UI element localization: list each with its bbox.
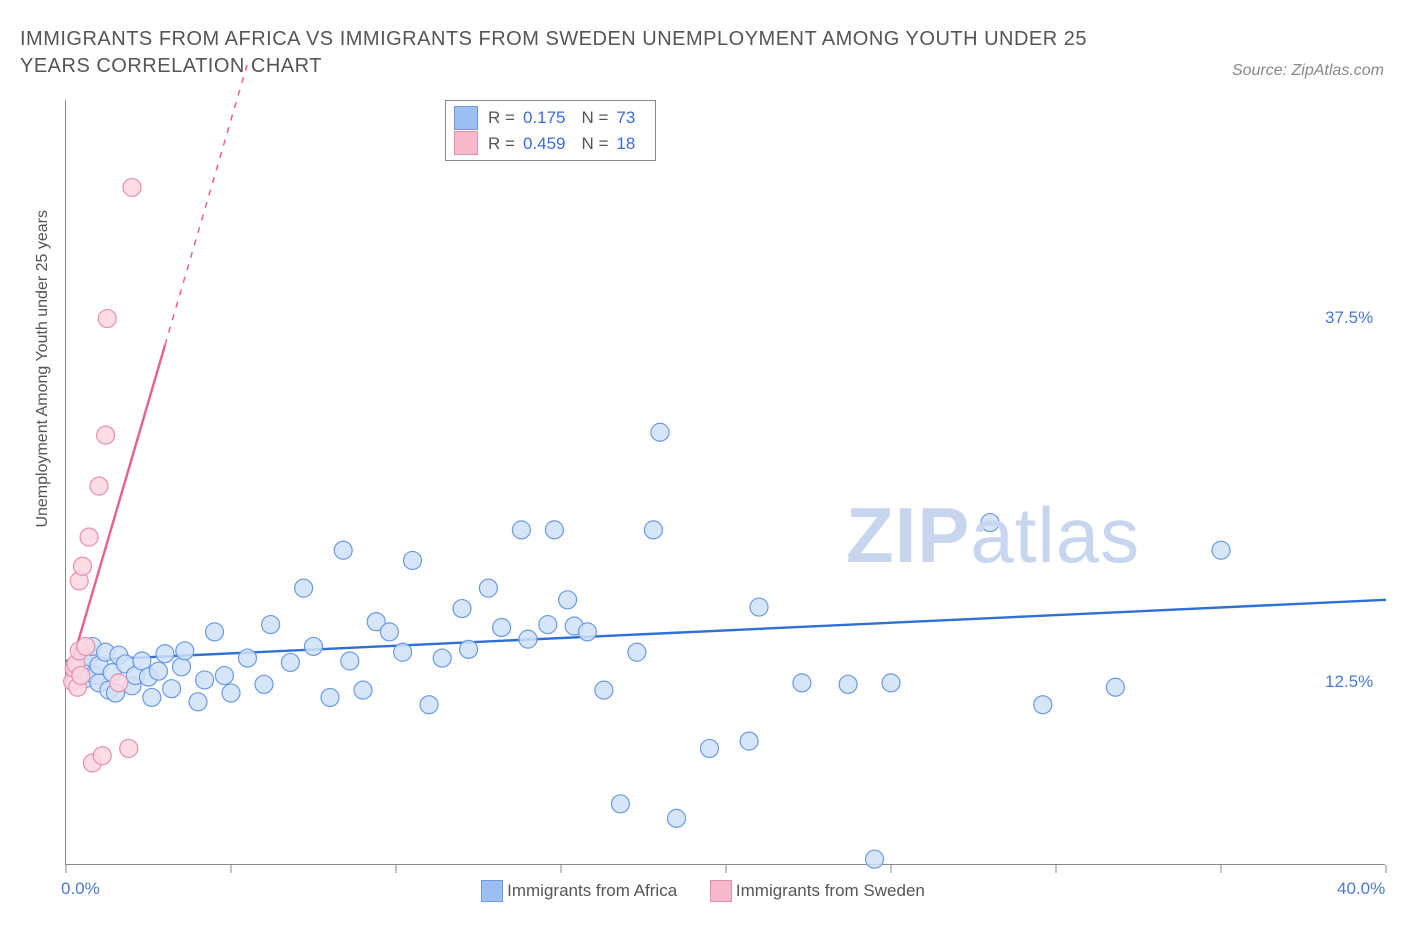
- n-label: N =: [581, 105, 608, 131]
- r-label: R =: [488, 105, 515, 131]
- swatch-sweden: [454, 131, 478, 155]
- r-value-africa: 0.175: [523, 105, 566, 131]
- legend-item-sweden: Immigrants from Sweden: [710, 880, 925, 902]
- stats-row-sweden: R = 0.459 N = 18: [454, 131, 645, 157]
- plot-area: ZIPatlas: [65, 100, 1385, 865]
- source-credit: Source: ZipAtlas.com: [1232, 62, 1384, 80]
- legend-label-africa: Immigrants from Africa: [507, 881, 677, 901]
- legend-label-sweden: Immigrants from Sweden: [736, 881, 925, 901]
- stats-row-africa: R = 0.175 N = 73: [454, 105, 645, 131]
- swatch-africa: [454, 106, 478, 130]
- r-label: R =: [488, 131, 515, 157]
- chart-container: IMMIGRANTS FROM AFRICA VS IMMIGRANTS FRO…: [0, 0, 1406, 930]
- scatter-svg: [66, 100, 1386, 865]
- stats-legend-box: R = 0.175 N = 73 R = 0.459 N = 18: [445, 100, 656, 161]
- x-tick-label: 40.0%: [1337, 879, 1385, 899]
- y-tick-label: 37.5%: [1325, 308, 1373, 328]
- n-label: N =: [581, 131, 608, 157]
- r-value-sweden: 0.459: [523, 131, 566, 157]
- legend-item-africa: Immigrants from Africa: [481, 880, 677, 902]
- n-value-sweden: 18: [616, 131, 635, 157]
- swatch-africa: [481, 880, 503, 902]
- x-tick-label: 0.0%: [61, 879, 100, 899]
- y-tick-label: 12.5%: [1325, 672, 1373, 692]
- bottom-legend: Immigrants from Africa Immigrants from S…: [0, 880, 1406, 907]
- swatch-sweden: [710, 880, 732, 902]
- n-value-africa: 73: [616, 105, 635, 131]
- chart-title: IMMIGRANTS FROM AFRICA VS IMMIGRANTS FRO…: [20, 26, 1140, 80]
